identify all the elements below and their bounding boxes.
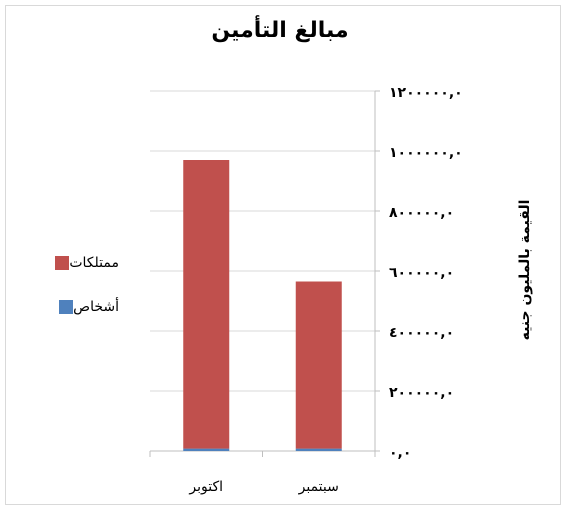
chart-frame xyxy=(5,5,561,505)
y-tick-label: ٢٠٠٠٠٠,٠ xyxy=(389,385,454,401)
y-tick-label: ٠,٠ xyxy=(389,445,411,461)
y-tick-label: ١٢٠٠٠٠٠,٠ xyxy=(389,85,463,101)
chart-title: مبالغ التأمين xyxy=(211,18,349,43)
legend: ممتلكات أشخاص xyxy=(33,252,123,340)
y-tick-label: ٨٠٠٠٠٠,٠ xyxy=(389,205,454,221)
legend-swatch-properties xyxy=(55,256,70,270)
bar-segment xyxy=(295,281,342,449)
legend-item-properties: ممتلكات xyxy=(33,252,123,274)
bar-segment xyxy=(295,448,342,451)
legend-label-properties: ممتلكات xyxy=(69,255,119,271)
x-tick-label: سبتمبر xyxy=(298,479,339,495)
bar-segment xyxy=(183,160,230,449)
x-tick-label: اكتوبر xyxy=(188,479,223,495)
legend-item-persons: أشخاص xyxy=(33,296,123,318)
bar-segment xyxy=(183,448,230,451)
y-tick-label: ٦٠٠٠٠٠,٠ xyxy=(389,265,454,281)
y-tick-label: ١٠٠٠٠٠٠,٠ xyxy=(389,145,463,161)
y-tick-label: ٤٠٠٠٠٠,٠ xyxy=(389,325,454,341)
legend-label-persons: أشخاص xyxy=(73,299,119,315)
y-axis-title: القيمة بالمليون جنيه xyxy=(517,199,533,341)
legend-swatch-persons xyxy=(59,300,74,314)
